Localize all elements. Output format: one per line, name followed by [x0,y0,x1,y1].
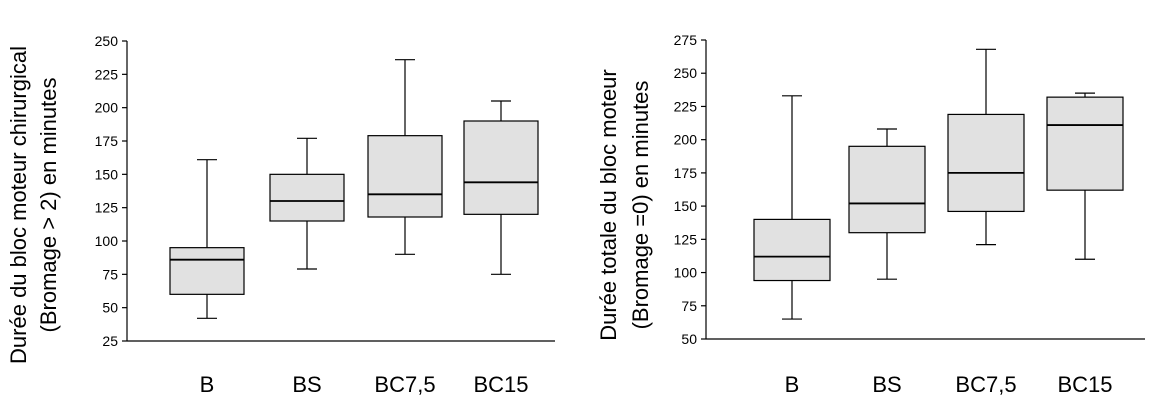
y-axis-label-line1: Durée du bloc moteur chirurgical [6,46,31,364]
box-BS [269,137,345,270]
x-category-label: BC7,5 [955,372,1016,397]
box-BC15 [1046,92,1124,260]
iqr-box [169,247,245,295]
y-tick-label: 125 [674,231,698,247]
y-tick-label: 250 [95,33,119,49]
box-BC7,5 [367,59,443,255]
box-BS [848,128,926,280]
y-axis-label-line1: Durée totale du bloc moteur [596,69,621,341]
iqr-box [463,120,539,215]
y-tick-label: 225 [95,66,119,82]
iqr-box [1046,96,1124,191]
x-category-label: BS [872,372,901,397]
iqr-box [947,113,1025,213]
box-BC7,5 [947,48,1025,246]
y-tick-label: 175 [95,133,119,149]
box-B [753,95,831,320]
x-category-label: BC7,5 [374,372,435,397]
y-tick-label: 225 [674,98,698,114]
iqr-box [269,173,345,222]
iqr-box [367,135,443,218]
y-tick-label: 200 [674,132,698,148]
y-tick-label: 100 [95,233,119,249]
x-category-label: BC15 [473,372,528,397]
y-tick-label: 150 [674,198,698,214]
x-category-label: B [200,372,215,397]
y-tick-label: 50 [681,331,697,347]
y-tick-label: 100 [674,265,698,281]
box-BC15 [463,100,539,275]
y-tick-label: 275 [674,32,698,48]
y-axis-label-line2: (Bromage > 2) en minutes [36,78,61,333]
x-category-label: B [785,372,800,397]
boxplot-panel-2: 50 75 100 125 150 175 200 225 250 275 Durée totale… [596,32,1145,397]
y-axis-label-line2: (Bromage =0) en minutes [628,81,653,330]
y-tick-label: 75 [102,266,118,282]
iqr-box [848,145,926,234]
x-category-label: BS [292,372,321,397]
boxplot-panel-1: 25 50 75 100 125 150 175 200 225 250 Durée du bloc… [6,33,555,397]
box-B [169,159,245,319]
y-tick-label: 50 [102,300,118,316]
y-tick-label: 75 [681,298,697,314]
x-category-label: BC15 [1057,372,1112,397]
y-tick-label: 250 [674,65,698,81]
y-tick-label: 125 [95,200,119,216]
y-tick-label: 150 [95,166,119,182]
y-tick-label: 25 [102,333,118,349]
iqr-box [753,218,831,282]
y-tick-label: 175 [674,165,698,181]
y-tick-label: 200 [95,100,119,116]
